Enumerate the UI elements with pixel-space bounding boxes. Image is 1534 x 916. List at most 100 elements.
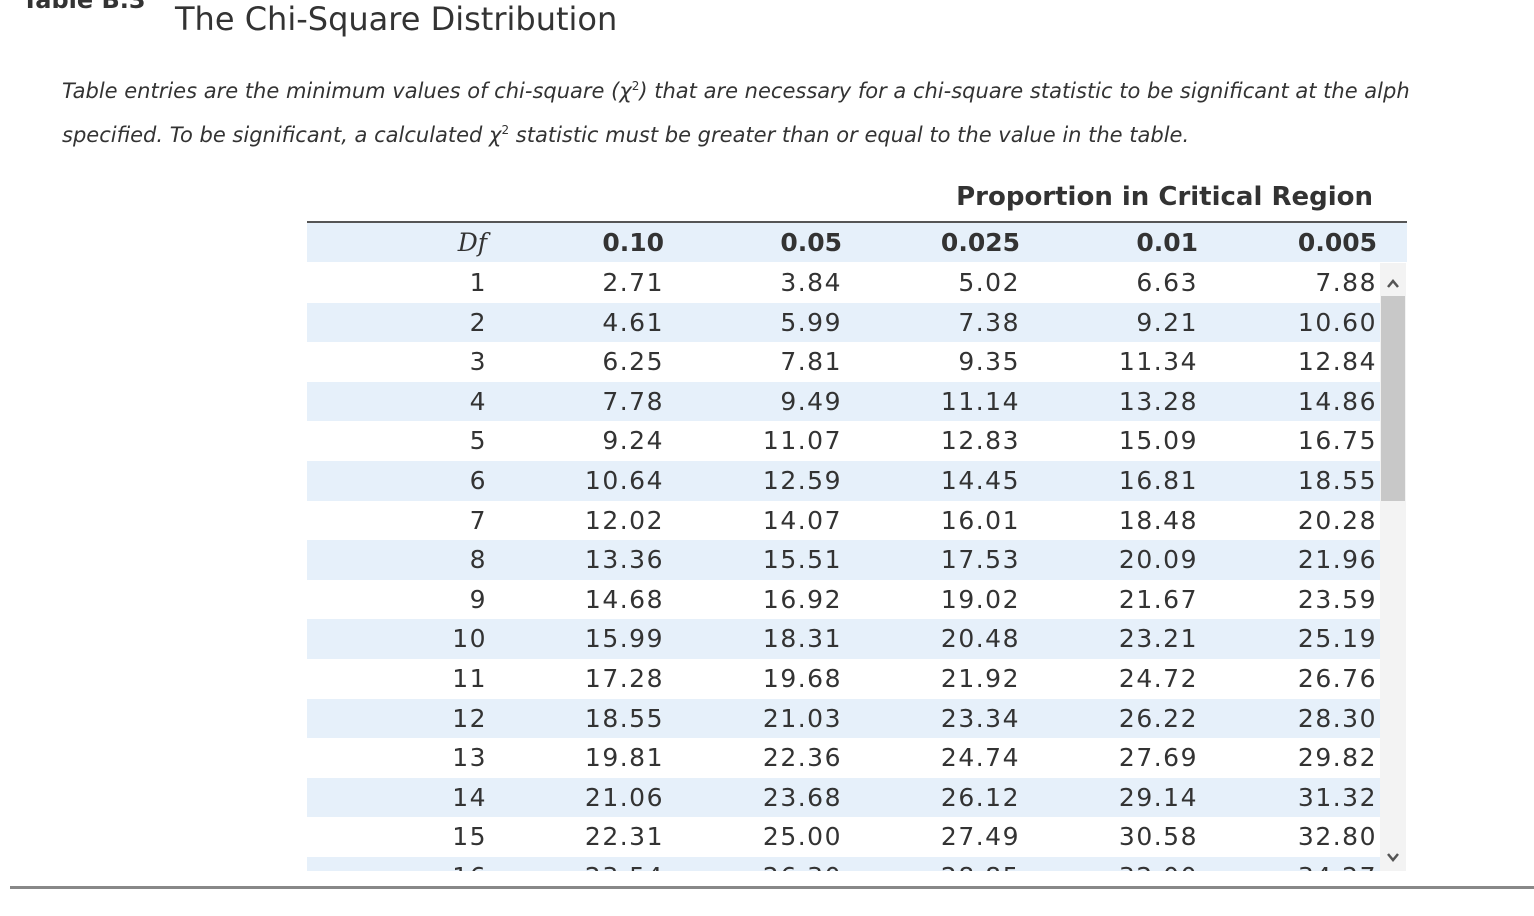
table-cell: 18.55 (584, 703, 664, 733)
table-cell: 19.81 (584, 743, 664, 773)
table-cell: 23.54 (504, 857, 664, 871)
description-line: Table entries are the minimum values of … (62, 79, 1410, 103)
table-cell: 7.78 (602, 386, 664, 416)
table-cell: 2 (469, 307, 487, 337)
table-cell: 17.28 (584, 664, 664, 693)
column-header: 0.05 (780, 228, 842, 257)
table-cell: 14 (452, 782, 487, 812)
table-row: 12 18.55 21.03 23.34 26.22 28.30 (307, 698, 1380, 739)
scroll-thumb[interactable] (1381, 296, 1405, 501)
table-cell: 9.24 (602, 426, 664, 456)
caption-rule (307, 221, 1407, 223)
table-cell: 16.92 (762, 584, 842, 614)
table-cell: 7 (469, 505, 487, 535)
table-cell: 6.63 (1136, 268, 1198, 297)
table-cell: 6.25 (602, 347, 664, 377)
table-row: 11 17.28 19.68 21.92 24.72 26.76 (307, 659, 1380, 699)
table-cell: 16.01 (940, 505, 1020, 535)
table-cell: 5 (469, 426, 487, 456)
divider (10, 886, 1534, 889)
table-cell: 26.30 (682, 857, 842, 871)
table-cell: 17.53 (940, 545, 1020, 575)
table-cell: 11 (452, 664, 487, 693)
table-cell: 11.14 (940, 386, 1020, 416)
table-cell: 22.36 (762, 743, 842, 773)
table-cell: 20.09 (1118, 545, 1198, 575)
table-row: 6 10.64 12.59 14.45 16.81 18.55 (307, 461, 1380, 501)
table-cell: 10.60 (1297, 307, 1377, 337)
table-cell: 29.82 (1297, 743, 1377, 773)
table-cell: 23.68 (762, 782, 842, 812)
table-cell: 6 (469, 466, 487, 495)
table-row: 14 21.06 23.68 26.12 29.14 31.32 (307, 777, 1380, 818)
table-cell: 1 (469, 268, 487, 297)
table-cell: 26.22 (1118, 703, 1198, 733)
table-cell: 16 (327, 857, 487, 871)
column-header: 0.005 (1297, 228, 1377, 257)
table-row: 2 4.61 5.99 7.38 9.21 10.60 (307, 302, 1380, 343)
table-cell: 18.55 (1297, 466, 1377, 495)
column-header: 0.10 (602, 228, 664, 257)
table-cell: 11.34 (1118, 347, 1198, 377)
table-row: 15 22.31 25.00 27.49 30.58 32.80 (307, 817, 1380, 857)
table-cell: 21.96 (1297, 545, 1377, 575)
column-header: Df (457, 228, 487, 257)
table-cell: 23.21 (1118, 624, 1198, 654)
table-cell: 16.75 (1297, 426, 1377, 456)
table-cell: 23.34 (940, 703, 1020, 733)
table-cell: 20.28 (1297, 505, 1377, 535)
table-cell: 13.36 (584, 545, 664, 575)
table-cell: 10 (452, 624, 487, 654)
header-row: Df 0.10 0.05 0.025 0.01 0.005 (307, 223, 1407, 262)
table-cell: 15.51 (762, 545, 842, 575)
table-cell: 11.07 (762, 426, 842, 456)
table-cell: 16.81 (1118, 466, 1198, 495)
table-cell: 3 (469, 347, 487, 377)
table-body[interactable]: 1 2.71 3.84 5.02 6.63 7.88 2 4.61 5.99 7.38 9.21 10… (307, 263, 1407, 871)
table-cell: 15.09 (1118, 426, 1198, 456)
table-cell: 5.99 (780, 307, 842, 337)
table-cell: 31.32 (1297, 782, 1377, 812)
table-cell: 28.30 (1297, 703, 1377, 733)
column-header: 0.025 (940, 228, 1020, 257)
table-cell: 28.85 (860, 857, 1020, 871)
table-title: The Chi-Square Distribution (175, 0, 618, 38)
table-cell: 21.03 (762, 703, 842, 733)
table-cell: 7.88 (1315, 268, 1377, 297)
table-row: 4 7.78 9.49 11.14 13.28 14.86 (307, 381, 1380, 422)
table-cell: 24.74 (940, 743, 1020, 773)
table-cell: 4.61 (602, 307, 664, 337)
table-cell: 32.80 (1297, 822, 1377, 852)
table-cell: 12 (452, 703, 487, 733)
table-cell: 9 (469, 584, 487, 614)
table-cell: 24.72 (1118, 664, 1198, 693)
table-cell: 34.27 (1217, 857, 1377, 871)
table-cell: 25.19 (1297, 624, 1377, 654)
table-cell: 21.67 (1118, 584, 1198, 614)
table-cell: 2.71 (602, 268, 664, 297)
table-row: 16 23.54 26.30 28.85 32.00 34.27 (307, 857, 1380, 871)
table-cell: 20.48 (940, 624, 1020, 654)
table-cell: 14.86 (1297, 386, 1377, 416)
table-cell: 26.76 (1297, 664, 1377, 693)
table-row: 13 19.81 22.36 24.74 27.69 29.82 (307, 738, 1380, 778)
table-cell: 15 (452, 822, 487, 852)
table-row: 10 15.99 18.31 20.48 23.21 25.19 (307, 619, 1380, 659)
table-cell: 21.06 (584, 782, 664, 812)
description-text: ) that are necessary for a chi-square st… (639, 79, 1410, 103)
table-cell: 13 (452, 743, 487, 773)
table-cell: 26.12 (940, 782, 1020, 812)
table-row: 3 6.25 7.81 9.35 11.34 12.84 (307, 342, 1380, 382)
table-cell: 18.48 (1118, 505, 1198, 535)
description-text: statistic must be greater than or equal … (509, 123, 1190, 147)
table-cell: 18.31 (762, 624, 842, 654)
table-cell: 4 (469, 386, 487, 416)
table-cell: 14.68 (584, 584, 664, 614)
table-cell: 12.83 (940, 426, 1020, 456)
superscript: 2 (631, 79, 640, 93)
table-cell: 30.58 (1118, 822, 1198, 852)
table-cell: 12.84 (1297, 347, 1377, 377)
table-label: Table B.3 (22, 0, 146, 14)
table-cell: 3.84 (780, 268, 842, 297)
table-row: 8 13.36 15.51 17.53 20.09 21.96 (307, 540, 1380, 580)
